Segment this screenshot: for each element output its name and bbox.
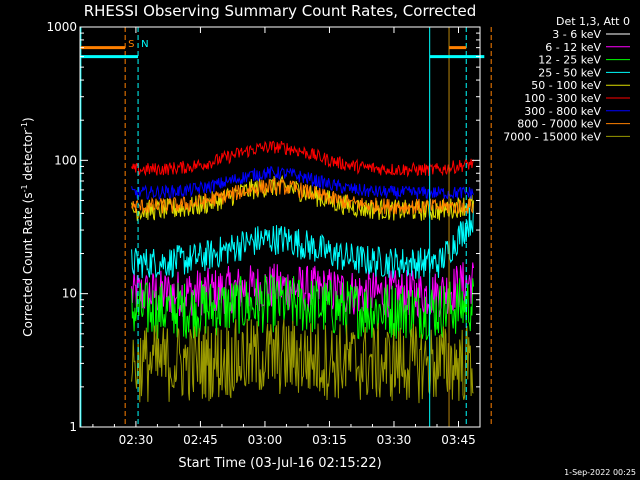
- y-axis-label-mid: detector: [21, 130, 35, 185]
- y-axis-label-sup2: -1: [20, 122, 29, 130]
- plot-frame: [79, 26, 481, 428]
- legend-label-0: 3 - 6 keV: [552, 28, 601, 41]
- legend-label-2: 12 - 25 keV: [538, 54, 601, 67]
- y-axis-label-end: ): [21, 117, 35, 122]
- series-line-2: [131, 273, 474, 341]
- series-line-6: [131, 166, 474, 201]
- y-tick-label-2: 100: [54, 153, 77, 167]
- x-tick-label-4: 03:30: [377, 433, 412, 447]
- y-axis-label-main: Corrected Count Rate (s: [21, 192, 35, 336]
- data-layer: [131, 140, 474, 404]
- legend-title: Det 1,3, Att 0: [556, 15, 630, 28]
- x-tick-label-2: 03:00: [248, 433, 283, 447]
- series-line-7: [131, 177, 474, 215]
- marker-label-0: S: [128, 39, 134, 50]
- marker-label-1: N: [141, 39, 148, 50]
- axis-layer: 02:30 02:45 03:00 03:15 03:30 03:45 1 10 100 1000: [46, 20, 480, 447]
- x-tick-label-3: 03:15: [312, 433, 347, 447]
- x-tick-label-5: 03:45: [441, 433, 476, 447]
- y-tick-label-3: 1000: [46, 20, 77, 34]
- x-axis-label: Start Time (03-Jul-16 02:15:22): [178, 456, 381, 471]
- x-tick-label-1: 02:45: [183, 433, 218, 447]
- y-tick-label-1: 10: [62, 287, 77, 301]
- footer-date: 1-Sep-2022 00:25: [564, 468, 636, 477]
- y-axis-label-sup1: -1: [20, 184, 29, 192]
- legend-label-5: 100 - 300 keV: [524, 92, 601, 105]
- series-line-1: [131, 262, 474, 319]
- series-line-5: [131, 140, 474, 178]
- series-line-8: [131, 318, 474, 404]
- legend-label-6: 300 - 800 keV: [524, 105, 601, 118]
- series-line-3: [131, 202, 474, 279]
- y-axis-label: Corrected Count Rate (s-1 detector-1): [20, 117, 35, 336]
- legend-label-8: 7000 - 15000 keV: [503, 130, 601, 143]
- chart-title: RHESSI Observing Summary Count Rates, Co…: [84, 2, 477, 20]
- legend-label-4: 50 - 100 keV: [531, 79, 601, 92]
- legend-label-3: 25 - 50 keV: [538, 66, 601, 79]
- y-tick-label-0: 1: [69, 420, 77, 434]
- x-tick-label-0: 02:30: [119, 433, 154, 447]
- legend-label-1: 6 - 12 keV: [545, 41, 601, 54]
- legend-label-7: 800 - 7000 keV: [517, 118, 601, 131]
